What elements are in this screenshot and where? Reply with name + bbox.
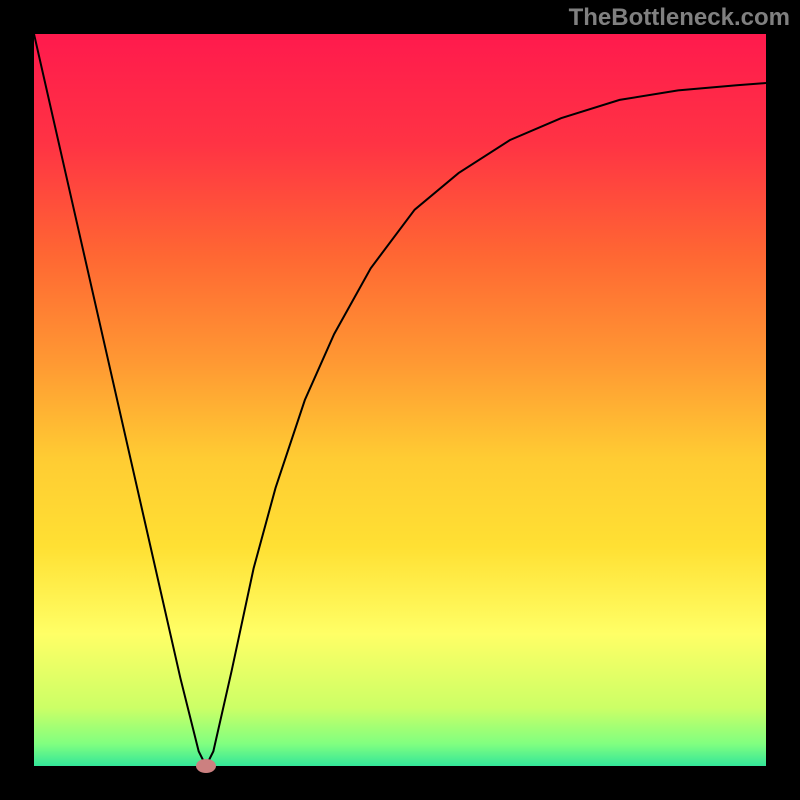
optimal-point-marker <box>196 759 216 773</box>
watermark-text: TheBottleneck.com <box>569 4 790 32</box>
plot-background <box>34 34 766 766</box>
plot-svg <box>34 34 766 766</box>
plot-area <box>34 34 766 766</box>
